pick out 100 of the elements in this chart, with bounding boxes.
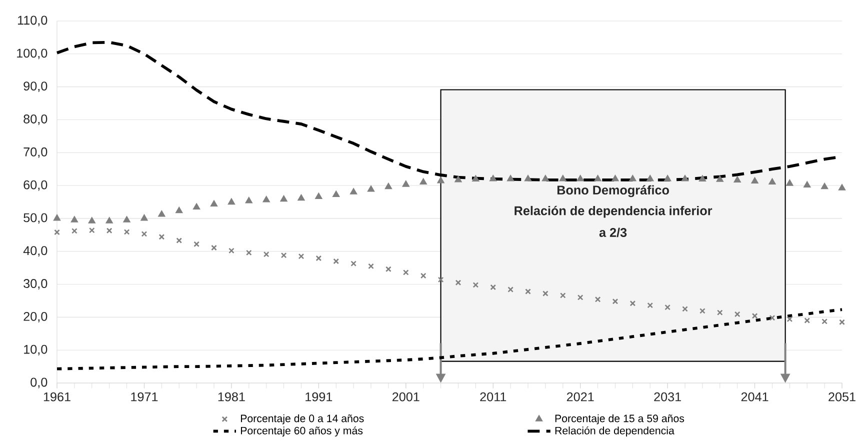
point	[542, 290, 548, 296]
x-tick-label: 2051	[828, 392, 856, 402]
point	[368, 186, 374, 192]
x-tick-label: 1981	[218, 392, 245, 402]
point	[472, 282, 479, 288]
point	[176, 238, 182, 244]
point	[490, 175, 497, 182]
point	[612, 298, 618, 304]
point	[298, 253, 304, 260]
point	[822, 318, 828, 324]
x-tick-label: 2041	[741, 392, 768, 402]
point	[210, 200, 218, 207]
y-tick-label: 10,0	[24, 344, 48, 356]
point	[262, 196, 270, 202]
x-tick-label: 2011	[480, 392, 506, 402]
point	[158, 234, 165, 240]
point	[124, 229, 130, 235]
y-tick-label: 80,0	[24, 114, 48, 125]
annotation: a 2/3	[599, 228, 627, 238]
point	[612, 175, 619, 182]
point	[734, 311, 740, 318]
point	[769, 314, 776, 321]
point	[629, 175, 636, 182]
y-tick-label: 30,0	[24, 279, 48, 290]
point	[420, 178, 427, 185]
point	[716, 310, 723, 316]
point	[386, 266, 392, 272]
point	[594, 175, 602, 182]
point	[106, 217, 113, 224]
point	[228, 248, 234, 254]
point	[734, 176, 741, 183]
point	[577, 294, 584, 300]
point	[490, 284, 496, 290]
x-tick-label: 2031	[654, 392, 681, 402]
point	[664, 304, 670, 310]
y-tick-label: 0,0	[30, 378, 48, 388]
point	[106, 228, 112, 234]
point	[54, 214, 60, 221]
point	[385, 183, 392, 190]
point	[682, 175, 688, 182]
point	[332, 190, 340, 198]
point	[716, 176, 724, 182]
legend-label: Porcentaje de 0 a 14 años	[240, 414, 364, 424]
point	[821, 183, 828, 190]
point	[245, 197, 252, 204]
point	[333, 258, 340, 264]
point	[472, 175, 480, 182]
point	[211, 244, 217, 251]
point	[437, 177, 444, 184]
point	[804, 318, 810, 324]
annotation: Relación de dependencia inferior	[514, 206, 712, 218]
y-tick-label: 20,0	[24, 312, 48, 322]
point	[194, 241, 200, 248]
point	[768, 178, 776, 185]
y-tick-label: 90,0	[24, 82, 48, 92]
point	[298, 194, 305, 201]
y-tick-label: 40,0	[23, 246, 48, 257]
point	[576, 175, 584, 182]
point	[246, 250, 252, 256]
point	[88, 217, 96, 224]
legend-label: Relación de dependencia	[555, 426, 674, 436]
y-tick-label: 60,0	[24, 180, 48, 191]
point	[280, 252, 287, 258]
point	[751, 177, 758, 184]
point	[315, 192, 322, 199]
x-tick-label: 2001	[392, 392, 420, 402]
point	[542, 175, 549, 182]
point	[280, 196, 288, 202]
point	[368, 263, 374, 270]
x-tick-label: 1991	[306, 392, 332, 402]
point	[54, 229, 60, 236]
legend-label: Porcentaje 60 años y más	[240, 426, 363, 436]
point	[454, 176, 462, 182]
x-tick-label: 1961	[44, 392, 70, 402]
x-tick-label: 1971	[131, 392, 158, 402]
point	[350, 260, 356, 266]
point	[508, 286, 514, 292]
point	[72, 228, 78, 234]
point	[524, 175, 532, 182]
point	[402, 180, 410, 187]
point	[350, 188, 357, 194]
point	[560, 292, 566, 298]
point	[646, 175, 654, 182]
point	[88, 227, 95, 234]
point	[158, 210, 166, 217]
point	[786, 180, 794, 186]
point	[839, 319, 845, 326]
y-tick-label: 50,0	[24, 213, 48, 224]
point	[630, 300, 636, 306]
point	[682, 306, 688, 312]
point	[594, 296, 601, 302]
y-tick-label: 70,0	[24, 147, 48, 158]
point	[507, 175, 514, 182]
point	[647, 302, 654, 308]
point	[141, 231, 148, 237]
y-tick-label: 110,0	[18, 16, 48, 26]
point	[804, 181, 811, 188]
point	[420, 272, 426, 279]
point	[559, 175, 566, 182]
point	[699, 175, 706, 182]
